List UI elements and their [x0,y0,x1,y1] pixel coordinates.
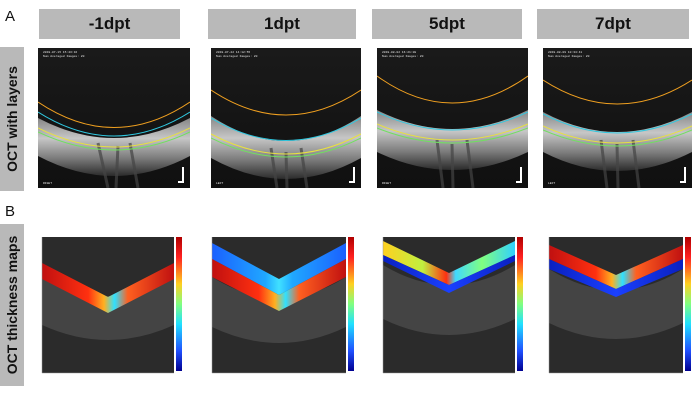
thickness-map-1dpt [204,235,361,383]
layer-boundary-green [211,137,361,158]
oct-scan-5dpt: 2019-08-02 16:21:08 Num Averaged Images:… [377,48,528,188]
thickness-map-minus1dpt-plot [41,237,182,374]
scale-bar [178,167,184,183]
row-label-oct-layers-text: OCT with layers [4,66,20,172]
column-header-1dpt: 1dpt [208,9,356,39]
scale-bar [349,167,355,183]
thickness-band-upper [549,245,683,289]
colorbar [685,237,691,371]
row-label-thickness-maps: OCT thickness maps [0,224,24,386]
panel-letter-a: A [5,8,16,25]
column-header-5dpt: 5dpt [372,9,522,39]
thickness-band-upper [42,263,174,313]
layer-boundary-green [543,129,692,147]
colorbar [176,237,182,371]
column-header-7dpt: 7dpt [537,9,689,39]
column-header-minus1dpt: -1dpt [39,9,180,39]
layer-boundary-orange [211,89,361,116]
layer-boundary-orange [543,79,692,105]
layer-boundary-orange [377,75,528,104]
thickness-band-upper [383,241,515,285]
layer-boundary-orange [38,101,190,128]
row-label-oct-layers: OCT with layers [0,47,24,191]
oct-scan-1dpt: 2019-07-22 14:12:55 Num Averaged Images:… [211,48,361,188]
row-label-thickness-maps-text: OCT thickness maps [4,235,20,375]
scale-bar [516,167,522,183]
scan-header-text: 2019-07-22 14:12:55 Num Averaged Images:… [216,51,258,58]
layer-boundary-yellow [38,127,190,148]
layer-boundary-cyan [211,117,361,141]
layer-boundary-cyan [38,111,190,137]
layer-boundary-cyan [377,111,528,131]
scan-header-text: 2019-08-09 10:34:41 Num Averaged Images:… [548,51,590,58]
layer-boundary-yellow [377,123,528,141]
oct-scan-7dpt-image [543,48,692,188]
thickness-band-lower [383,255,515,293]
eye-label: RIGHT [43,182,53,185]
panel-letter-b: B [5,203,16,220]
layer-boundary-cyan [543,113,692,134]
thickness-band-lower [549,259,683,297]
layer-boundary-green [377,127,528,144]
thickness-map-minus1dpt [34,235,189,383]
colorbar [348,237,354,371]
scan-header-text: 2019-08-02 16:21:08 Num Averaged Images:… [382,51,424,58]
oct-scan-5dpt-image [377,48,528,188]
thickness-map-7dpt [541,235,698,383]
thickness-map-5dpt [375,235,530,383]
layer-boundary-yellow [543,125,692,144]
oct-scan-7dpt: 2019-08-09 10:34:41 Num Averaged Images:… [543,48,692,188]
eye-label: LEFT [548,182,556,185]
oct-scan-minus1dpt-image [38,48,190,188]
thickness-band-lower [212,259,346,311]
eye-label: RIGHT [382,182,392,185]
thickness-map-7dpt-plot [548,237,691,374]
colorbar [517,237,523,371]
scan-header-text: 2019-07-15 15:43:16 Num Averaged Images:… [43,51,85,58]
eye-label: LEFT [216,182,224,185]
layer-boundary-green [38,131,190,151]
oct-scan-minus1dpt: 2019-07-15 15:43:16 Num Averaged Images:… [38,48,190,188]
thickness-map-1dpt-plot [211,237,354,374]
thickness-map-5dpt-plot [382,237,523,374]
thickness-band-upper [212,243,346,295]
layer-boundary-yellow [211,133,361,155]
oct-scan-1dpt-image [211,48,361,188]
scale-bar [680,167,686,183]
